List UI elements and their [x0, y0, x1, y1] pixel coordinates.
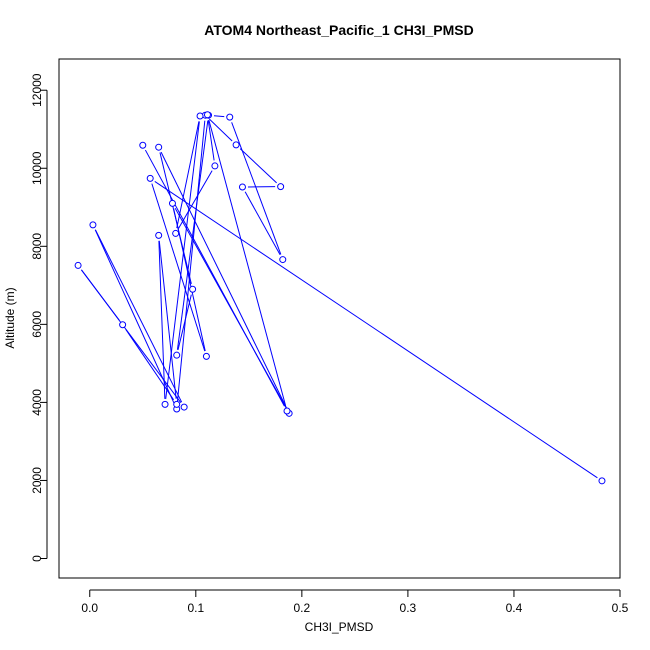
data-point — [283, 407, 291, 415]
data-point — [232, 141, 240, 149]
y-tick-label: 12000 — [30, 73, 44, 107]
series-line-segment — [213, 115, 225, 118]
series-line-segment — [158, 240, 166, 399]
series-line-segment — [80, 269, 120, 321]
series-line-segment — [176, 120, 206, 404]
data-point — [155, 231, 163, 239]
series-line-segment — [177, 294, 192, 350]
series-line-segment — [94, 229, 175, 405]
series-line-segment — [165, 121, 200, 399]
data-point — [277, 183, 285, 191]
y-tick-label: 10000 — [30, 151, 44, 185]
data-point — [173, 400, 181, 408]
series-line-segment — [125, 329, 175, 401]
data-point — [74, 261, 82, 269]
data-point — [146, 174, 154, 182]
data-point — [180, 403, 188, 411]
y-tick-label: 0 — [30, 555, 44, 562]
chart-title: ATOM4 Northeast_Pacific_1 CH3I_PMSD — [204, 22, 473, 38]
data-point — [173, 351, 181, 359]
series-line-segment — [154, 181, 598, 479]
y-tick-label: 8000 — [30, 233, 44, 260]
series-line-segment — [231, 122, 282, 255]
data-point — [226, 113, 234, 121]
data-point — [172, 229, 180, 237]
data-point — [196, 112, 204, 120]
series-line-segment — [239, 148, 277, 184]
data-point — [139, 141, 147, 149]
series-line-segment — [208, 118, 233, 142]
series-line-segment — [177, 170, 213, 229]
data-point — [202, 352, 210, 360]
y-axis-label: Altitude (m) — [3, 287, 17, 348]
series-line-segment — [159, 152, 192, 284]
series-line-segment — [158, 240, 177, 399]
data-point — [155, 143, 163, 151]
y-axis: 0 2000 4000 6000 8000 10000 12000 — [30, 73, 48, 562]
series-line-segment — [176, 121, 200, 229]
series-line-segment — [207, 120, 215, 161]
x-axis: 0.0 0.1 0.2 0.3 0.4 0.5 — [81, 589, 629, 615]
x-tick-label: 0.4 — [506, 601, 523, 615]
x-tick-label: 0.5 — [612, 601, 629, 615]
data-point — [598, 477, 606, 485]
data-point — [279, 256, 287, 264]
plot-frame — [58, 58, 621, 579]
y-tick-label: 6000 — [30, 311, 44, 338]
series-line-segment — [94, 229, 183, 403]
x-tick-label: 0.1 — [187, 601, 204, 615]
data-point — [168, 199, 176, 207]
data-point — [238, 183, 246, 191]
x-tick-label: 0.2 — [294, 601, 311, 615]
data-point — [161, 400, 169, 408]
data-point — [89, 221, 97, 229]
x-tick-label: 0.0 — [81, 601, 98, 615]
series-line-segment — [208, 119, 287, 406]
y-tick-label: 2000 — [30, 467, 44, 494]
x-axis-label: CH3I_PMSD — [305, 620, 374, 634]
data-point — [211, 162, 219, 170]
series-line-segment — [176, 120, 209, 350]
data-point — [189, 285, 197, 293]
data-point — [203, 111, 211, 119]
x-tick-label: 0.3 — [400, 601, 417, 615]
data-series — [74, 111, 606, 485]
series-line-segment — [160, 151, 288, 409]
data-point — [119, 321, 127, 329]
y-tick-label: 4000 — [30, 389, 44, 416]
series-line-segment — [144, 149, 285, 407]
series-line-segment — [244, 191, 281, 256]
series-line-segment — [151, 183, 206, 352]
